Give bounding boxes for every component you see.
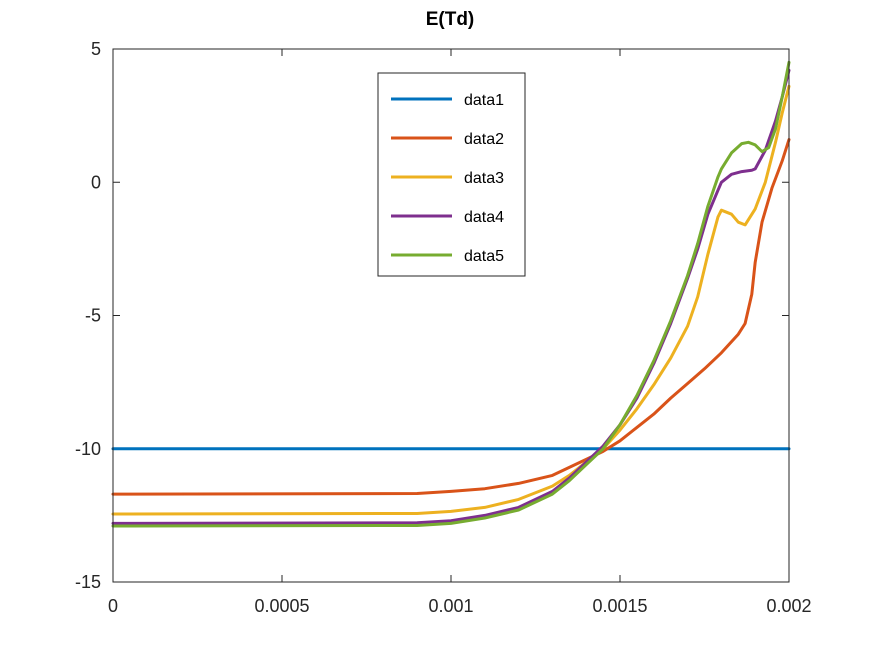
x-tick-label: 0.002 [766, 596, 811, 616]
legend-box [377, 72, 526, 277]
legend-label-data3: data3 [464, 170, 504, 187]
y-tick-label: -15 [75, 572, 101, 592]
x-tick-label: 0.0005 [254, 596, 309, 616]
plot-frame [112, 48, 790, 583]
y-tick-label: -5 [85, 306, 101, 326]
legend-entries: data1 data2 data3 data4 data5 [391, 92, 504, 265]
series-line-data2 [111, 138, 791, 496]
chart-title: E(Td) [426, 9, 475, 30]
x-tick-label: 0.001 [428, 596, 473, 616]
axis-ticks: 0 0.0005 0.001 0.0015 0.002 -15 -10 -5 0 5 [75, 39, 812, 616]
legend-label-data5: data5 [464, 248, 504, 265]
x-tick-label: 0.0015 [592, 596, 647, 616]
y-tick-label: 0 [91, 172, 101, 192]
x-tick-label: 0 [108, 596, 118, 616]
series-line-data5 [111, 60, 791, 528]
y-tick-label: 5 [91, 39, 101, 59]
y-tick-label: -10 [75, 439, 101, 459]
legend-label-data4: data4 [464, 209, 504, 226]
legend: data1 data2 data3 data4 data5 [377, 72, 526, 277]
legend-label-data2: data2 [464, 131, 504, 148]
legend-label-data1: data1 [464, 92, 504, 109]
series-line-data3 [111, 84, 791, 516]
series-lines [111, 60, 791, 528]
